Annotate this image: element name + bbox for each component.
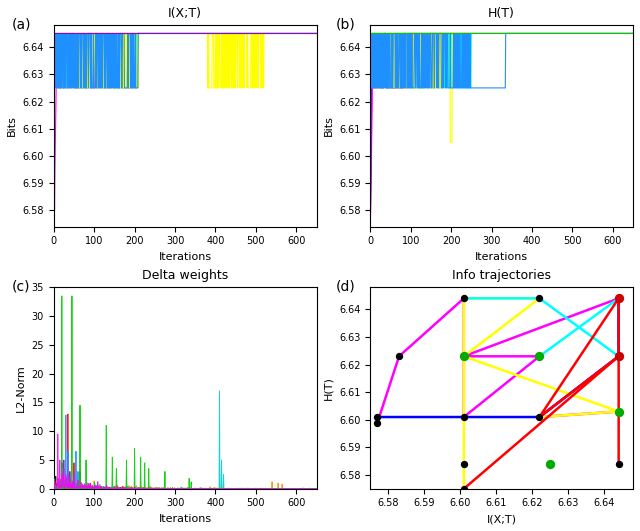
Text: (a): (a) <box>12 17 31 31</box>
Point <box>459 352 469 361</box>
Text: (d): (d) <box>336 279 356 293</box>
Point <box>394 352 404 361</box>
Title: Delta weights: Delta weights <box>142 269 228 282</box>
Point <box>534 352 545 361</box>
Y-axis label: Bits: Bits <box>323 116 333 136</box>
Point <box>372 413 383 421</box>
Point <box>614 407 624 416</box>
X-axis label: Iterations: Iterations <box>475 252 528 262</box>
Point <box>614 352 624 361</box>
Point <box>459 413 469 421</box>
Point <box>534 413 545 421</box>
Y-axis label: L2-Norm: L2-Norm <box>16 364 26 412</box>
Point <box>459 460 469 468</box>
Text: (c): (c) <box>12 279 30 293</box>
Text: (b): (b) <box>336 17 356 31</box>
Point <box>614 460 624 468</box>
X-axis label: I(X;T): I(X;T) <box>486 514 516 524</box>
Point <box>459 294 469 303</box>
Y-axis label: Bits: Bits <box>7 116 17 136</box>
Title: H(T): H(T) <box>488 7 515 20</box>
Y-axis label: H(T): H(T) <box>323 376 333 400</box>
X-axis label: Iterations: Iterations <box>159 514 212 524</box>
Point <box>459 484 469 493</box>
Title: I(X;T): I(X;T) <box>168 7 202 20</box>
Point <box>614 294 624 303</box>
Point <box>534 294 545 303</box>
Point <box>545 460 556 468</box>
X-axis label: Iterations: Iterations <box>159 252 212 262</box>
Point <box>372 418 383 427</box>
Title: Info trajectories: Info trajectories <box>452 269 551 282</box>
